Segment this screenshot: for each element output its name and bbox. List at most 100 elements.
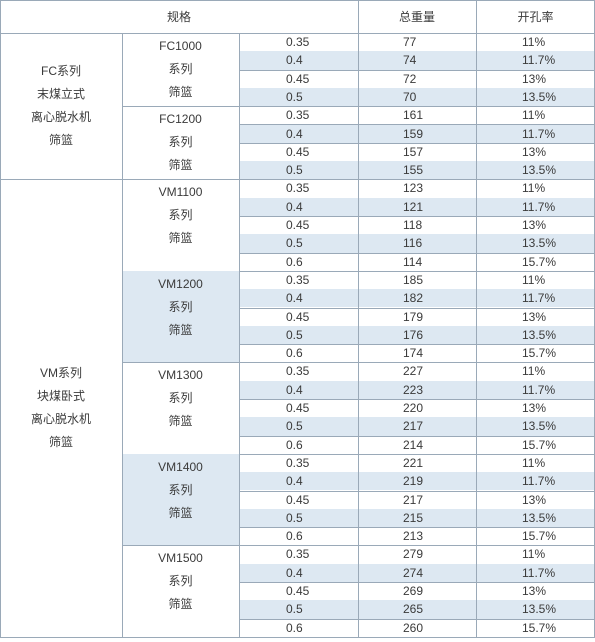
weight-cell: 217	[358, 417, 476, 436]
weight-cell: 155	[358, 161, 476, 180]
row-divider	[239, 216, 595, 217]
open-rate-cell: 13.5%	[476, 508, 595, 528]
spec-value-cell: 0.4	[239, 289, 358, 308]
column-divider	[476, 0, 477, 637]
open-rate-cell: 11%	[522, 108, 546, 123]
spec-value-cell: 0.4	[239, 197, 358, 216]
series-label-line: 系列	[168, 208, 193, 223]
series-label-line: 系列	[168, 482, 193, 497]
open-rate-cell: 11%	[522, 272, 546, 287]
open-rate-cell: 11.7%	[476, 472, 595, 491]
open-rate-cell: 13.5%	[476, 234, 595, 253]
row-divider	[239, 344, 595, 345]
group-label-line: 末煤立式	[36, 87, 85, 102]
spec-value-cell: 0.35	[286, 181, 310, 196]
weight-cell: 114	[403, 254, 423, 269]
spec-value-cell: 0.45	[286, 492, 310, 507]
row-divider	[0, 179, 595, 180]
header-spec: 规格	[166, 10, 191, 24]
weight-cell: 179	[403, 309, 424, 324]
spec-value-cell: 0.45	[286, 218, 310, 232]
weight-cell: 221	[403, 455, 424, 470]
weight-cell: 116	[358, 234, 476, 253]
spec-value-cell: 0.5	[239, 87, 358, 107]
open-rate-cell: 11.7%	[476, 197, 595, 216]
series-label-line: FC1000	[159, 39, 202, 53]
weight-cell: 220	[403, 401, 424, 415]
row-divider	[239, 143, 595, 144]
spec-value-cell: 0.4	[239, 380, 358, 399]
spec-value-cell: 0.4	[239, 124, 358, 143]
spec-value-cell: 0.6	[286, 620, 303, 635]
spec-value-cell: 0.6	[286, 346, 303, 361]
spec-value-cell: 0.5	[239, 161, 358, 180]
weight-cell: 215	[358, 508, 476, 528]
series-label-line: VM1200	[158, 276, 203, 291]
open-rate-cell: 15.7%	[522, 346, 557, 361]
open-rate-cell: 13.5%	[476, 161, 595, 180]
row-divider	[239, 70, 595, 71]
column-divider	[0, 0, 1, 637]
weight-cell: 219	[358, 472, 476, 491]
open-rate-cell: 15.7%	[522, 254, 557, 269]
open-rate-cell: 11.7%	[476, 124, 595, 143]
weight-cell: 214	[403, 437, 424, 452]
column-divider	[358, 0, 359, 637]
spec-value-cell: 0.45	[286, 71, 310, 86]
weight-cell: 74	[358, 51, 476, 70]
open-rate-cell: 11%	[522, 547, 546, 562]
row-divider	[0, 0, 595, 1]
spec-value-cell: 0.6	[286, 529, 303, 544]
weight-cell: 227	[403, 364, 424, 379]
row-divider	[239, 399, 595, 400]
weight-cell: 123	[403, 181, 424, 196]
open-rate-cell: 13%	[522, 71, 547, 86]
weight-cell: 72	[403, 71, 417, 86]
series-label-line: 筛篮	[168, 231, 193, 246]
group-label-line: VM系列	[39, 366, 82, 381]
open-rate-cell: 13%	[522, 309, 547, 324]
group-label-line: 离心脱水机	[30, 412, 91, 427]
row-divider	[239, 308, 595, 309]
open-rate-cell: 13%	[522, 218, 547, 232]
open-rate-cell: 13.5%	[476, 417, 595, 436]
spec-value-cell: 0.45	[286, 584, 310, 598]
series-label-line: VM1100	[158, 185, 203, 200]
weight-cell: 279	[403, 547, 424, 562]
row-divider	[239, 491, 595, 492]
spec-value-cell: 0.5	[239, 234, 358, 253]
open-rate-cell: 13.5%	[476, 325, 595, 345]
row-divider	[239, 527, 595, 528]
group-label-cell: VM系列 块煤卧式 离心脱水机 筛篮	[0, 179, 122, 637]
spec-value-cell: 0.5	[239, 600, 358, 619]
spec-value-cell: 0.35	[286, 364, 310, 379]
series-label-cell: FC1000 系列 筛篮	[122, 33, 239, 106]
row-divider	[239, 436, 595, 437]
row-divider	[0, 33, 595, 34]
weight-cell: 269	[403, 584, 424, 598]
open-rate-cell: 15.7%	[522, 529, 557, 544]
series-label-line: 筛篮	[168, 158, 193, 173]
series-label-line: 筛篮	[168, 414, 193, 429]
series-label-line: 系列	[168, 135, 193, 150]
weight-cell: 185	[403, 272, 424, 287]
series-label-line: VM1500	[158, 551, 203, 566]
row-divider	[239, 582, 595, 583]
group-label-line: 离心脱水机	[30, 110, 91, 125]
spec-value-cell: 0.45	[286, 144, 310, 159]
spec-value-cell: 0.35	[286, 272, 310, 287]
spec-value-cell: 0.6	[286, 254, 303, 269]
spec-value-cell: 0.4	[239, 51, 358, 70]
group-label-line: 筛篮	[48, 435, 73, 450]
spec-value-cell: 0.45	[286, 401, 310, 415]
spec-value-cell: 0.5	[239, 417, 358, 436]
open-rate-cell: 11.7%	[476, 563, 595, 582]
weight-cell: 77	[403, 35, 417, 49]
spec-value-cell: 0.4	[239, 563, 358, 582]
series-label-line: 筛篮	[168, 597, 193, 612]
open-rate-cell: 11%	[522, 181, 546, 196]
group-label-line: FC系列	[41, 64, 81, 79]
row-divider	[239, 253, 595, 254]
series-label-cell: VM1200 系列 筛篮	[122, 270, 239, 363]
spec-value-cell: 0.6	[286, 437, 303, 452]
